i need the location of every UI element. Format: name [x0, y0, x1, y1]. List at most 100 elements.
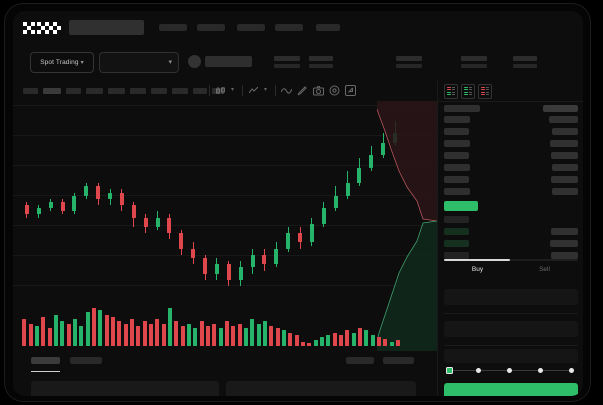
search-input[interactable]	[69, 20, 144, 35]
market-type-label: Spot Trading	[40, 59, 79, 66]
bottom-tab-open-orders[interactable]	[31, 357, 60, 364]
orderbook-ask-price[interactable]	[444, 140, 470, 147]
volume-bar	[262, 321, 267, 346]
orderbook-ask-price[interactable]	[444, 116, 470, 123]
market-type-selector[interactable]: Spot Trading ▾	[30, 52, 94, 73]
bottom-action-1[interactable]	[346, 357, 374, 364]
orderbook-bid-price[interactable]	[444, 252, 469, 259]
orderbook-bid-price[interactable]	[444, 228, 469, 235]
order-total-field[interactable]	[444, 349, 578, 363]
ticker-stat-low	[396, 56, 422, 68]
timeframe-15m[interactable]	[66, 88, 81, 94]
timeframe-5m[interactable]	[43, 88, 61, 94]
orderbook-bid-amount[interactable]	[550, 240, 578, 247]
volume-bar	[142, 321, 147, 346]
orderbook-ask-amount[interactable]	[551, 152, 578, 159]
orderbook-trade-panel: Buy Sell	[437, 81, 583, 396]
candle-body	[214, 264, 219, 274]
timeframe-1mo[interactable]	[193, 88, 207, 94]
orderbook-mode-asks[interactable]	[478, 84, 492, 99]
timeframe-1h[interactable]	[108, 88, 125, 94]
orderbook-ask-amount[interactable]	[552, 164, 578, 171]
nav-item-more[interactable]	[316, 24, 340, 31]
slider-handle[interactable]	[446, 367, 453, 374]
settings-icon[interactable]	[329, 85, 340, 96]
volume-bar	[148, 323, 153, 346]
indicators-icon[interactable]	[249, 85, 258, 96]
volume-bar	[319, 337, 324, 346]
volume-bar	[326, 334, 331, 346]
order-amount-field[interactable]	[444, 321, 578, 337]
orderbook-ask-amount[interactable]	[550, 140, 578, 147]
buy-sell-tabs: Buy Sell	[438, 259, 583, 283]
nav-item-derivatives[interactable]	[237, 24, 265, 31]
orderbook-list[interactable]	[438, 102, 583, 259]
bottom-panel-right[interactable]	[226, 381, 416, 396]
orderbook-ask-amount[interactable]	[551, 176, 578, 183]
nav-item-finance[interactable]	[275, 24, 303, 31]
orderbook-bid-price[interactable]	[444, 240, 469, 247]
volume-bar	[180, 325, 185, 346]
timeframe-1w[interactable]	[172, 88, 188, 94]
trading-pair-select[interactable]: ▾	[99, 52, 179, 73]
timeframe-1d[interactable]	[151, 88, 167, 94]
volume-bar	[53, 314, 58, 346]
candle-body	[72, 195, 77, 212]
camera-icon[interactable]	[313, 85, 324, 96]
okx-logo[interactable]	[23, 22, 61, 34]
candle-body	[262, 254, 267, 265]
slider-step-100[interactable]	[569, 368, 574, 373]
fullscreen-icon[interactable]	[345, 85, 356, 96]
orderbook-bid-amount[interactable]	[551, 252, 578, 259]
tab-sell[interactable]: Sell	[539, 266, 550, 273]
candle-body	[381, 142, 386, 156]
bottom-action-2[interactable]	[383, 357, 414, 364]
orderbook-bid-amount[interactable]	[551, 228, 578, 235]
timeframe-30m[interactable]	[86, 88, 103, 94]
orderbook-ask-amount[interactable]	[552, 128, 578, 135]
volume-bar	[332, 332, 337, 346]
pencil-icon[interactable]	[297, 85, 308, 96]
orderbook-mode-bids[interactable]	[461, 84, 475, 99]
orderbook-bid-price[interactable]	[444, 216, 469, 223]
candle-body	[333, 195, 338, 209]
submit-buy-button[interactable]	[444, 383, 578, 396]
orderbook-ask-amount[interactable]	[552, 188, 578, 195]
slider-step-25[interactable]	[476, 368, 481, 373]
volume-bar	[186, 323, 191, 346]
line-chart-icon[interactable]	[281, 85, 292, 96]
chevron-down-icon[interactable]: ▾	[231, 87, 235, 93]
orderbook-mode-both[interactable]	[444, 84, 458, 99]
orderbook-ask-amount[interactable]	[549, 116, 578, 123]
volume-bar	[167, 308, 172, 346]
candle-body	[286, 233, 291, 249]
chevron-down-icon[interactable]: ▾	[264, 87, 268, 93]
slider-step-50[interactable]	[507, 368, 512, 373]
timeframe-4h[interactable]	[130, 88, 146, 94]
order-price-field[interactable]	[444, 289, 578, 305]
order-amount-slider[interactable]	[446, 367, 576, 375]
candle-body	[60, 201, 65, 212]
volume-bar	[110, 316, 115, 346]
orderbook-ask-price[interactable]	[444, 164, 470, 171]
candle-body	[369, 155, 374, 168]
orderbook-ask-price[interactable]	[444, 128, 469, 135]
orderbook-ask-price[interactable]	[444, 188, 470, 195]
orderbook-ask-price[interactable]	[444, 152, 469, 159]
timeframe-1m[interactable]	[23, 88, 38, 94]
candlestick-type-icon[interactable]	[216, 85, 225, 96]
slider-step-75[interactable]	[538, 368, 543, 373]
candle-body	[155, 217, 160, 227]
volume-bar	[161, 323, 166, 346]
orders-panel	[13, 351, 437, 396]
candle-body	[84, 186, 89, 196]
tab-buy[interactable]: Buy	[471, 266, 484, 273]
price-chart[interactable]	[13, 101, 437, 351]
nav-item-trade[interactable]	[197, 24, 225, 31]
orderbook-ask-price[interactable]	[444, 176, 469, 183]
bottom-tab-order-history[interactable]	[70, 357, 102, 364]
nav-item-markets[interactable]	[159, 24, 187, 31]
bottom-panel-left[interactable]	[31, 381, 219, 396]
volume-bar	[136, 325, 141, 346]
candle-body	[96, 186, 101, 199]
